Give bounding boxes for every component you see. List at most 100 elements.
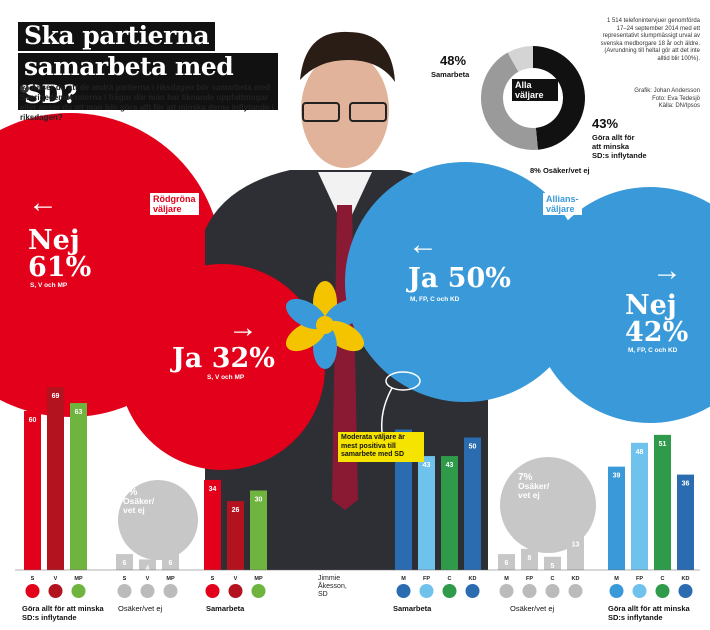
donut-chart: [480, 46, 586, 151]
bottom-label-red-minska-line2: SD:s inflytande: [22, 613, 77, 622]
party-logo-icon: [117, 584, 132, 598]
party-logo-icon: [442, 584, 457, 598]
bar-value-label: 48: [636, 449, 644, 456]
bar: [139, 559, 156, 570]
flower-petal: [285, 298, 326, 330]
bar-value-label: 69: [52, 393, 60, 400]
bar: [24, 411, 41, 570]
blue-minska-bars: 39 M 48 FP 51 C 36 KD: [608, 434, 694, 598]
donut-samarbeta-label: Samarbeta: [431, 70, 470, 79]
party-code-label: S: [31, 576, 35, 582]
portrait-name-line1: Jimmie: [318, 575, 341, 582]
arrow-right-icon: →: [652, 254, 682, 287]
bottom-label-blue-minska: Göra allt för att minska SD:s inflytande: [608, 604, 690, 622]
blue-ja-label: Ja 50%: [408, 263, 511, 294]
portrait-name-line2: Åkesson,: [318, 583, 347, 590]
bottom-label-red-osaker: Osäker/vet ej: [118, 604, 163, 613]
donut-minska-line1: Göra allt för: [592, 133, 635, 142]
party-code-label: S: [211, 576, 215, 582]
donut-minska-label: Göra allt för att minska SD:s inflytande: [592, 133, 647, 160]
party-logo-icon: [465, 584, 480, 598]
bar: [227, 501, 244, 570]
party-logo-icon: [632, 584, 647, 598]
red-ja-circle: [119, 264, 325, 470]
blue-osaker-bars: 6 M 8 FP 5 C 13 KD: [498, 535, 584, 598]
red-nej-parties: S, V och MP: [30, 282, 68, 289]
party-code-label: M: [504, 576, 509, 582]
bottom-label-blue-osaker: Osäker/vet ej: [510, 604, 555, 613]
portrait-caption: Jimmie Åkesson, SD: [318, 575, 347, 599]
highlight-ring: [385, 371, 421, 391]
question-icon: ?: [20, 84, 29, 93]
arrow-right-icon: →: [228, 311, 258, 344]
bottom-label-red-samarbeta: Samarbeta: [206, 604, 245, 613]
bar: [654, 434, 671, 570]
blue-osaker-label: 7% Osäker/ vet ej: [518, 473, 549, 500]
bar-value-label: 26: [232, 507, 240, 514]
bar-value-label: 8: [528, 555, 532, 562]
party-logo-icon: [545, 584, 560, 598]
party-logo-icon: [25, 584, 40, 598]
bar: [47, 387, 64, 570]
bar: [116, 554, 133, 570]
bar-value-label: 51: [659, 441, 667, 448]
donut-osaker-pct: 8%: [530, 166, 541, 175]
credit-graphics: Grafik: Johan Andersson: [634, 88, 700, 94]
party-code-label: KD: [572, 576, 580, 582]
bar-value-label: 60: [29, 417, 37, 424]
bar: [441, 456, 458, 570]
red-ja-parties: S, V och MP: [207, 374, 245, 381]
bar-value-label: 39: [613, 473, 621, 480]
donut-minska-line2: att minska: [592, 142, 630, 151]
portrait-name-line3: SD: [318, 591, 328, 598]
question-text: Anser du att de andra partierna i riksda…: [20, 83, 274, 122]
party-code-label: FP: [636, 576, 643, 582]
callout-connector: [380, 387, 393, 433]
methodology-note: 1 514 telefonintervjuer genomförda 17–24…: [600, 18, 700, 62]
party-logo-icon: [419, 584, 434, 598]
red-ja-word: Ja: [172, 343, 203, 374]
bar: [631, 442, 648, 570]
credit-source: Källa: DN/Ipsos: [658, 103, 700, 110]
party-code-label: MP: [254, 576, 263, 582]
party-code-label: S: [123, 576, 127, 582]
blue-nej-label: Nej: [625, 290, 677, 321]
donut-slice: [507, 46, 533, 72]
donut-osaker-label: 8% Osäker/vet ej: [530, 166, 590, 175]
survey-question: ? Anser du att de andra partierna i riksd…: [20, 83, 275, 123]
donut-center-label: Alla väljare: [512, 79, 558, 101]
bar: [204, 479, 221, 570]
blue-nej-pct: 42%: [625, 317, 689, 348]
red-osaker-line1: Osäker/: [123, 496, 155, 506]
donut-minska-pct: 43%: [592, 116, 619, 131]
group-label-rodgrona-line1: Rödgröna: [153, 194, 196, 204]
credit-photo: Foto: Eva Tedesjö: [652, 95, 700, 102]
party-logo-icon: [71, 584, 86, 598]
bar-value-label: 50: [469, 444, 477, 451]
bar-value-label: 63: [75, 409, 83, 416]
red-osaker-label: 6% Osäker/ vet ej: [123, 488, 154, 515]
party-logo-icon: [205, 584, 220, 598]
party-logo-icon: [678, 584, 693, 598]
group-label-rodgrona-line2: väljare: [153, 204, 182, 214]
red-minska-bars: 60 S 69 V 63 MP: [24, 387, 87, 598]
party-code-label: C: [661, 576, 665, 582]
bar-value-label: 5: [551, 563, 555, 570]
red-samarbeta-bars: 34 S 26 V 30 MP: [204, 479, 267, 598]
party-code-label: V: [54, 576, 58, 582]
bar: [395, 429, 412, 570]
party-code-label: FP: [423, 576, 430, 582]
group-label-allians-line1: Allians-: [546, 194, 579, 204]
group-label-rodgrona: Rödgröna väljare: [150, 193, 199, 215]
donut-slice: [533, 46, 586, 150]
party-logo-icon: [140, 584, 155, 598]
bar-value-label: 6: [169, 560, 173, 567]
party-logo-icon: [48, 584, 63, 598]
bar: [544, 556, 561, 570]
bar-value-label: 43: [446, 462, 454, 469]
party-code-label: FP: [526, 576, 533, 582]
red-osaker-pct: 6%: [123, 487, 138, 498]
party-logo-icon: [396, 584, 411, 598]
red-osaker-bars: 6 S 4 V 6 MP: [116, 554, 179, 598]
